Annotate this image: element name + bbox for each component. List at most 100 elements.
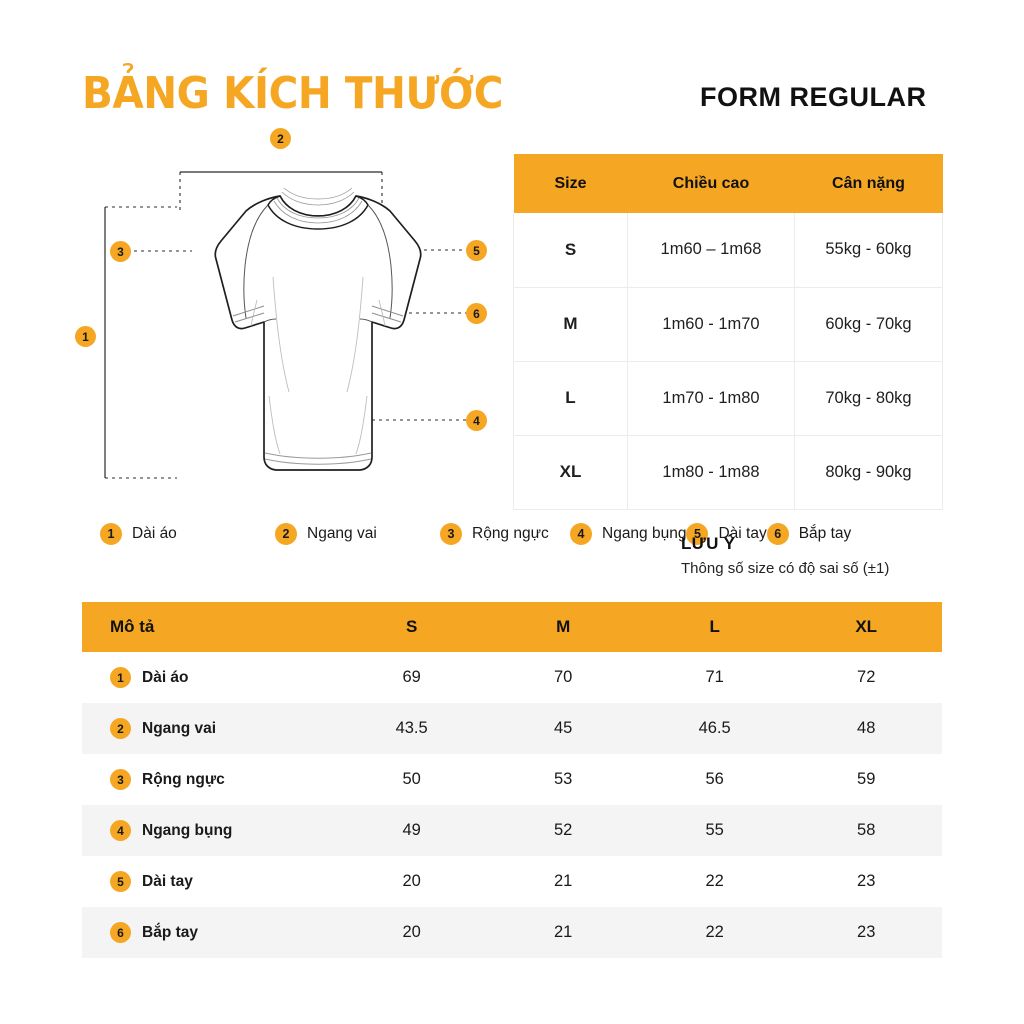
- size-cell-s: S: [513, 213, 628, 288]
- measure-5-s: 20: [335, 856, 488, 907]
- measure-row-label-3: 3 Rộng ngực: [82, 754, 336, 805]
- page-title: BẢNG KÍCH THƯỚC: [82, 68, 503, 119]
- diagram-marker-6: 6: [466, 303, 487, 324]
- diagram-marker-5: 5: [466, 240, 487, 261]
- measure-1-l: 71: [638, 652, 791, 703]
- note-text: Thông số size có độ sai số (±1): [681, 560, 890, 577]
- legend-badge-1: 1: [100, 523, 122, 545]
- measure-6-s: 20: [335, 907, 488, 958]
- legend-badge-6: 6: [766, 523, 789, 545]
- height-cell-s: 1m60 – 1m68: [627, 213, 795, 288]
- measure-desc-3: Rộng ngực: [142, 770, 225, 788]
- measure-4-s: 49: [335, 805, 488, 856]
- legend-label-5: Dài tay: [718, 525, 767, 542]
- table-row: L 1m70 - 1m80 70kg - 80kg: [513, 361, 943, 436]
- measure-1-s: 69: [335, 652, 488, 703]
- size-table-header-weight: Cân nặng: [794, 154, 943, 213]
- measure-5-m: 21: [487, 856, 639, 907]
- note-block: LƯU Ý Thông số size có độ sai số (±1): [681, 534, 889, 577]
- measurement-table-header-row: Mô tả S M L XL: [82, 602, 942, 652]
- measure-badge-6: 6: [110, 922, 131, 943]
- measure-5-xl: 23: [790, 856, 942, 907]
- measure-desc-5: Dài tay: [142, 872, 193, 890]
- measurement-legend: 1 Dài áo 2 Ngang vai 3 Rộng ngực 4 Ngang…: [100, 518, 851, 550]
- measure-5-l: 22: [638, 856, 791, 907]
- measure-2-xl: 48: [790, 703, 942, 754]
- measure-6-l: 22: [638, 907, 791, 958]
- legend-item-2: 2 Ngang vai: [275, 518, 440, 550]
- note-title: LƯU Ý: [681, 534, 736, 553]
- measure-row-label-5: 5 Dài tay: [82, 856, 336, 907]
- measure-desc-2: Ngang vai: [142, 719, 217, 737]
- legend-item-4: 4 Ngang bụng: [570, 518, 686, 550]
- measure-6-xl: 23: [790, 907, 942, 958]
- legend-badge-5: 5: [686, 523, 709, 545]
- measure-desc-4: Ngang bụng: [142, 821, 233, 839]
- legend-item-5: 5 Dài tay: [686, 518, 767, 550]
- size-cell-m: M: [513, 287, 628, 362]
- legend-item-6: 6 Bắp tay: [766, 518, 852, 550]
- measure-header-l: L: [638, 602, 791, 652]
- weight-cell-l: 70kg - 80kg: [794, 361, 943, 436]
- legend-label-3: Rộng ngực: [472, 525, 549, 542]
- measure-badge-3: 3: [110, 769, 131, 790]
- size-table-header-height: Chiều cao: [627, 154, 795, 213]
- measure-badge-1: 1: [110, 667, 131, 688]
- measure-row-label-6: 6 Bắp tay: [82, 907, 336, 958]
- legend-label-1: Dài áo: [132, 525, 177, 542]
- table-row: 2 Ngang vai 43.5 45 46.5 48: [82, 703, 942, 754]
- measure-1-m: 70: [487, 652, 639, 703]
- measure-badge-4: 4: [110, 820, 131, 841]
- size-table-header-row: Size Chiều cao Cân nặng: [513, 154, 943, 213]
- measure-desc-6: Bắp tay: [142, 923, 198, 941]
- table-row: 5 Dài tay 20 21 22 23: [82, 856, 942, 907]
- table-row: M 1m60 - 1m70 60kg - 70kg: [513, 287, 943, 362]
- measure-6-m: 21: [487, 907, 639, 958]
- measure-badge-2: 2: [110, 718, 131, 739]
- table-row: XL 1m80 - 1m88 80kg - 90kg: [513, 435, 943, 510]
- measure-3-l: 56: [638, 754, 791, 805]
- measure-row-label-1: 1 Dài áo: [82, 652, 336, 703]
- measure-badge-5: 5: [110, 871, 131, 892]
- measure-row-label-4: 4 Ngang bụng: [82, 805, 336, 856]
- table-row: 1 Dài áo 69 70 71 72: [82, 652, 942, 703]
- size-cell-l: L: [513, 361, 628, 436]
- diagram-marker-2: 2: [270, 128, 291, 149]
- measure-1-xl: 72: [790, 652, 942, 703]
- weight-cell-s: 55kg - 60kg: [794, 213, 943, 288]
- measure-desc-1: Dài áo: [142, 668, 189, 686]
- legend-badge-3: 3: [440, 523, 462, 545]
- legend-item-3: 3 Rộng ngực: [440, 518, 570, 550]
- measure-3-xl: 59: [790, 754, 942, 805]
- legend-badge-2: 2: [275, 523, 297, 545]
- diagram-marker-3: 3: [110, 241, 131, 262]
- height-cell-l: 1m70 - 1m80: [627, 361, 795, 436]
- tshirt-diagram: 1 2 3 4 5 6: [72, 120, 512, 500]
- size-recommendation-table: Size Chiều cao Cân nặng S 1m60 – 1m68 55…: [513, 154, 943, 510]
- diagram-marker-1: 1: [75, 326, 96, 347]
- table-row: 4 Ngang bụng 49 52 55 58: [82, 805, 942, 856]
- height-cell-xl: 1m80 - 1m88: [627, 435, 795, 510]
- legend-label-2: Ngang vai: [307, 525, 377, 542]
- legend-item-1: 1 Dài áo: [100, 518, 275, 550]
- measure-header-s: S: [335, 602, 488, 652]
- legend-label-6: Bắp tay: [798, 525, 852, 542]
- measure-2-m: 45: [487, 703, 639, 754]
- measure-4-l: 55: [638, 805, 791, 856]
- table-row: 6 Bắp tay 20 21 22 23: [82, 907, 942, 958]
- table-row: S 1m60 – 1m68 55kg - 60kg: [513, 213, 943, 288]
- height-cell-m: 1m60 - 1m70: [627, 287, 795, 362]
- measure-4-m: 52: [487, 805, 639, 856]
- measure-3-m: 53: [487, 754, 639, 805]
- measure-header-xl: XL: [790, 602, 942, 652]
- weight-cell-xl: 80kg - 90kg: [794, 435, 943, 510]
- table-row: 3 Rộng ngực 50 53 56 59: [82, 754, 942, 805]
- measurement-table: Mô tả S M L XL 1 Dài áo 69 70 71 72: [82, 602, 942, 958]
- measure-header-desc: Mô tả: [82, 602, 336, 652]
- measure-2-s: 43.5: [335, 703, 488, 754]
- form-type-title: FORM REGULAR: [700, 82, 927, 112]
- legend-badge-4: 4: [570, 523, 592, 545]
- measure-row-label-2: 2 Ngang vai: [82, 703, 336, 754]
- weight-cell-m: 60kg - 70kg: [794, 287, 943, 362]
